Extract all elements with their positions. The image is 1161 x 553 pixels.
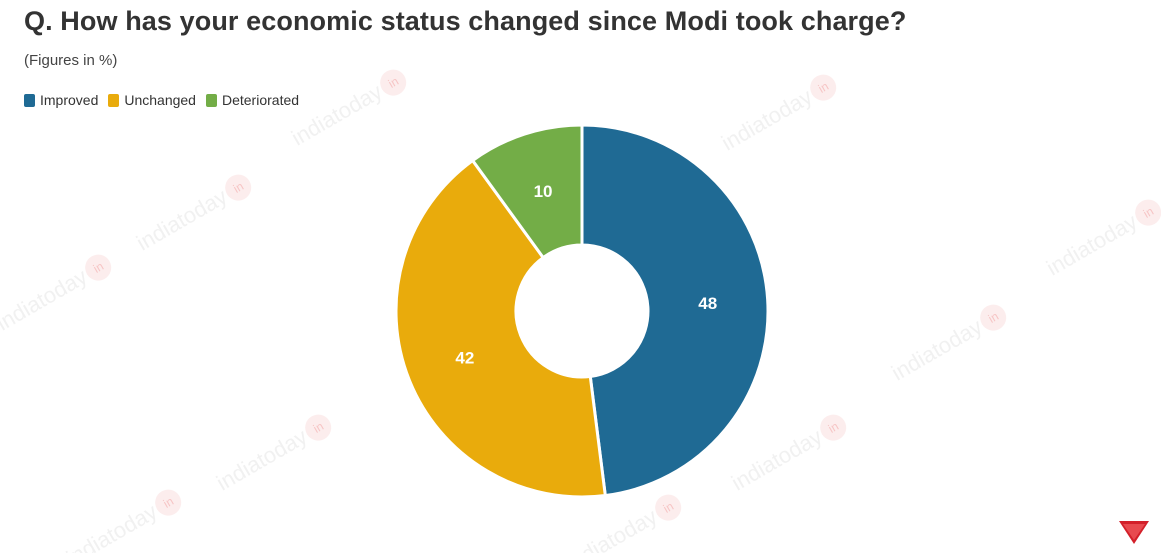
legend-swatch <box>108 93 120 107</box>
india-today-group-logo-icon <box>1119 521 1149 544</box>
legend-item-improved[interactable]: Improved <box>24 92 98 108</box>
slice-unchanged[interactable] <box>394 158 607 499</box>
chart-legend: Improved Unchanged Deteriorated <box>24 92 299 108</box>
chart-subtitle: (Figures in %) <box>24 52 118 69</box>
legend-label: Improved <box>40 92 99 108</box>
legend-label: Unchanged <box>124 92 196 108</box>
legend-item-unchanged[interactable]: Unchanged <box>108 92 196 108</box>
legend-label: Deteriorated <box>221 92 300 108</box>
legend-item-deteriorated[interactable]: Deteriorated <box>205 92 300 108</box>
legend-swatch <box>205 93 217 107</box>
data-label-improved: 48 <box>698 294 717 313</box>
data-label-unchanged: 42 <box>455 348 474 367</box>
slice-deteriorated[interactable] <box>470 123 584 260</box>
chart-title: Q. How has your economic status changed … <box>24 6 907 36</box>
legend-swatch <box>24 93 35 107</box>
slice-improved[interactable] <box>580 123 770 498</box>
data-label-deteriorated: 10 <box>534 182 553 201</box>
